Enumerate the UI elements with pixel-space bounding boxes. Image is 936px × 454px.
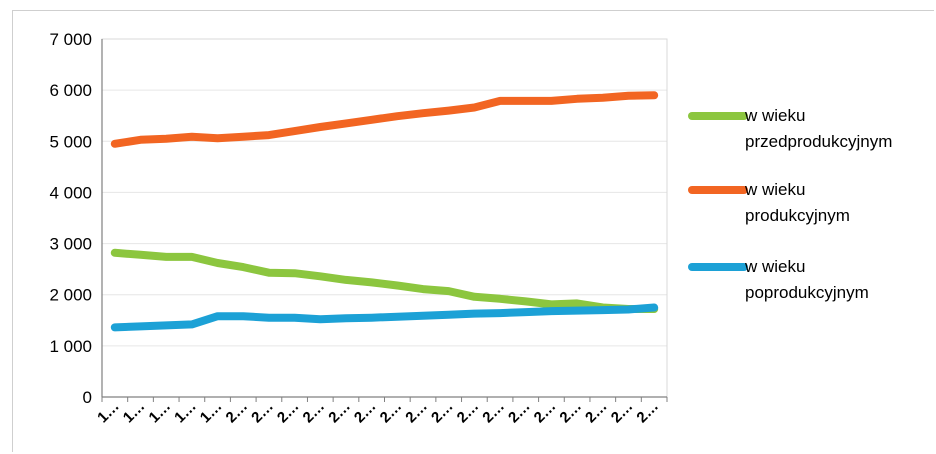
- x-tick-label: 1…: [146, 398, 175, 427]
- y-tick-labels: 0 1 000 2 000 3 000 4 000 5 000 6 000 7 000: [49, 30, 92, 407]
- x-tick-label: 2…: [248, 398, 277, 427]
- legend: w wieku przedprodukcyjnym w wieku produkcyj…: [688, 106, 892, 302]
- x-tick-label: 2…: [428, 398, 457, 427]
- x-tick-label: 1…: [94, 398, 123, 427]
- x-tick-label: 2…: [608, 398, 637, 427]
- x-tick-labels: 1…1…1…1…1…2…2…2…2…2…2…2…2…2…2…2…2…2…2…2……: [94, 398, 662, 427]
- chart-frame: [12, 10, 934, 452]
- x-tick-label: 2…: [351, 398, 380, 427]
- x-tick-label: 2…: [325, 398, 354, 427]
- y-tick-label: 3 000: [49, 235, 92, 254]
- series-line: [110, 248, 659, 313]
- y-tick-label: 5 000: [49, 132, 92, 151]
- x-tick-label: 2…: [223, 398, 252, 427]
- y-tick-label: 1 000: [49, 337, 92, 356]
- y-tick-label: 4 000: [49, 183, 92, 202]
- y-tick-label: 7 000: [49, 30, 92, 49]
- series-line: [110, 91, 659, 148]
- plot-area-border: [101, 38, 668, 398]
- series-lines: [110, 91, 659, 332]
- x-tick-label: 2…: [402, 398, 431, 427]
- x-tick-label: 2…: [531, 398, 560, 427]
- x-tick-label: 2…: [633, 398, 662, 427]
- y-tick-label: 2 000: [49, 286, 92, 305]
- x-tick-label: 2…: [479, 398, 508, 427]
- legend-label: w wieku: [744, 180, 805, 199]
- legend-label: przedprodukcyjnym: [745, 132, 892, 151]
- x-tick-label: 2…: [274, 398, 303, 427]
- x-tick-label: 1…: [120, 398, 149, 427]
- x-tick-label: 2…: [556, 398, 585, 427]
- axes: [101, 38, 668, 402]
- legend-label: w wieku: [744, 257, 805, 276]
- x-tick-label: 1…: [197, 398, 226, 427]
- gridlines: [102, 38, 667, 347]
- x-tick-label: 2…: [454, 398, 483, 427]
- x-tick-label: 2…: [505, 398, 534, 427]
- y-tick-label: 6 000: [49, 81, 92, 100]
- legend-label: poprodukcyjnym: [745, 283, 869, 302]
- legend-label: w wieku: [744, 106, 805, 125]
- legend-label: produkcyjnym: [745, 206, 850, 225]
- series-line: [110, 303, 659, 332]
- x-tick-label: 2…: [582, 398, 611, 427]
- x-tick-label: 2…: [300, 398, 329, 427]
- x-tick-label: 2…: [377, 398, 406, 427]
- x-tick-label: 1…: [171, 398, 200, 427]
- y-tick-label: 0: [83, 388, 92, 407]
